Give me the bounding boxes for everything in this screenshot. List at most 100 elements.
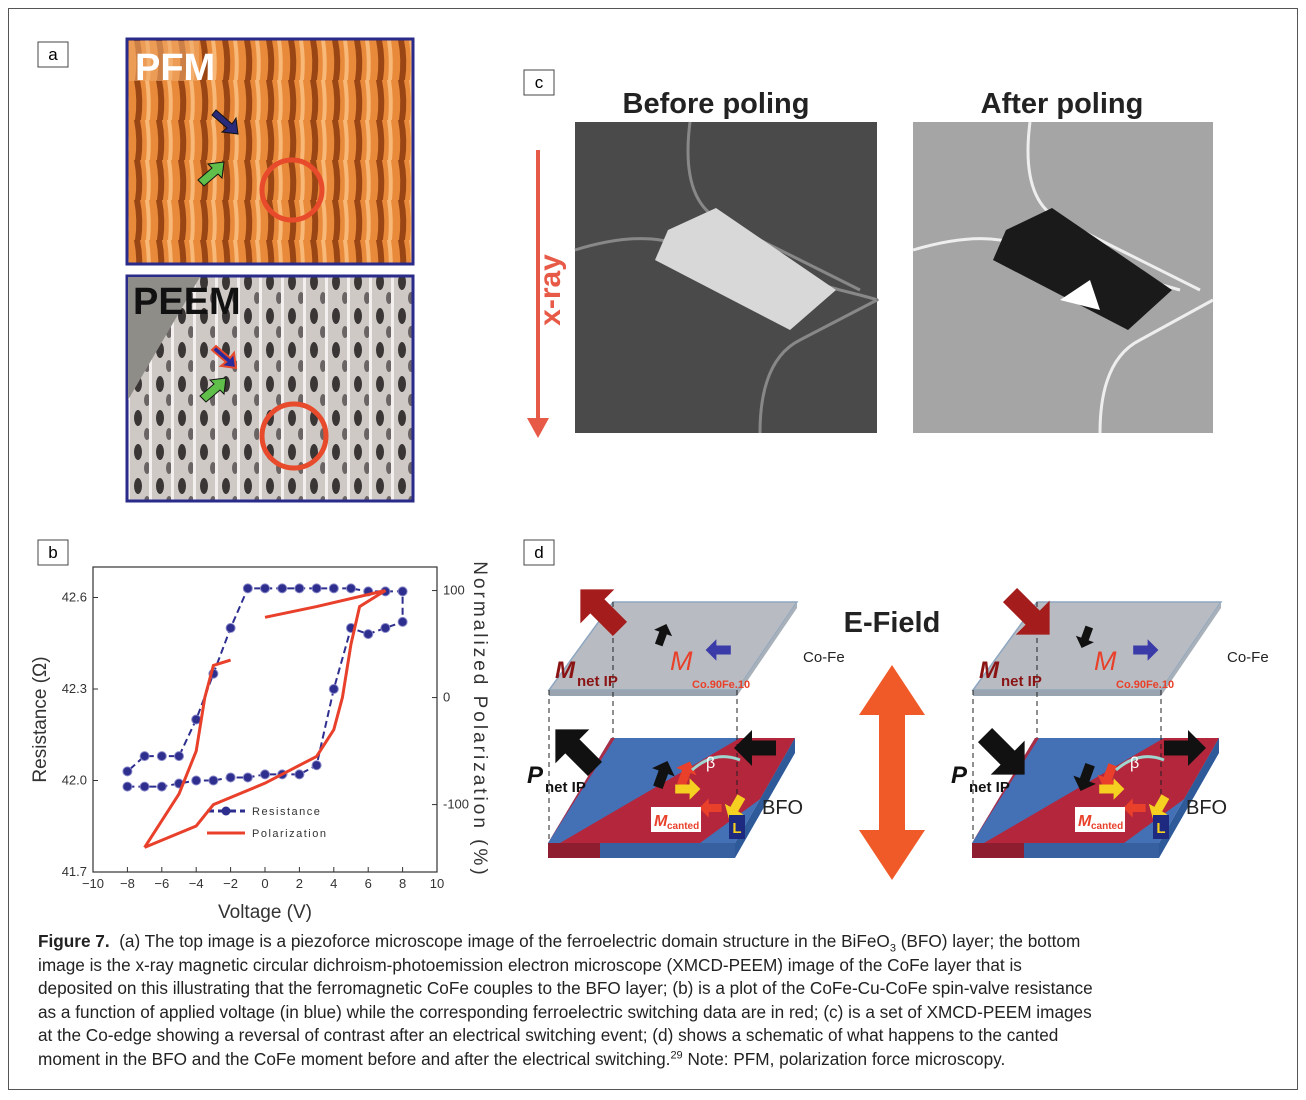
panel-label: c [535,73,544,92]
data-point [140,752,149,761]
x-tick-label: 0 [261,876,268,891]
caption-text: at the Co-edge showing a reversal of con… [38,1025,1058,1045]
moment-label: M [670,646,693,676]
legend-marker [222,807,231,816]
caption: Figure 7. (a) The top image is a piezofo… [38,930,1288,1071]
data-point [278,584,287,593]
data-point [226,624,235,633]
page: a PFM PEEM c Before poling After poling … [0,0,1306,1100]
data-point [157,782,166,791]
moment-subscript: net IP [1001,673,1042,690]
x-tick-label: −4 [189,876,204,891]
y-tick-label: 41.7 [62,864,87,879]
moment-subscript: Co.90Fe.10 [1116,679,1174,691]
data-point [295,770,304,779]
canted-subscript: canted [667,821,699,832]
caption-text: deposited on this illustrating that the … [38,978,1093,998]
data-point [209,776,218,785]
moment-subscript: net IP [577,673,618,690]
e-field-label: E-Field [844,607,941,639]
layer-label: BFO [762,797,803,819]
polarization-subscript: net IP [969,779,1010,796]
caption-text: image is the x-ray magnetic circular dic… [38,955,1022,975]
y2-tick-label: 100 [443,583,465,598]
y-tick-label: 42.6 [62,590,87,605]
y-tick-label: 42.0 [62,773,87,788]
data-point [261,770,270,779]
caption-sup: 29 [670,1049,682,1061]
l-label: L [1156,820,1165,837]
data-point [261,584,270,593]
caption-text: Note: PFM, polarization force microscopy… [683,1049,1006,1069]
polarization-label: P [951,762,968,789]
polarization-subscript: net IP [545,779,586,796]
data-point [175,752,184,761]
image-title: After poling [981,88,1144,120]
data-point [381,624,390,633]
data-point [364,630,373,639]
data-point [243,584,252,593]
data-point [312,584,321,593]
layer-label: BFO [1186,797,1227,819]
series-line [127,588,402,786]
panel-label: d [534,543,543,562]
legend-label: Polarization [252,828,327,840]
data-point [192,776,201,785]
plot-frame [93,567,437,872]
data-point [243,773,252,782]
layer-label: Co-Fe [1227,649,1269,666]
angle-label: β [706,755,715,772]
polarization-label: P [527,762,544,789]
data-point [140,782,149,791]
l-label: L [732,820,741,837]
x-axis-label: Voltage (V) [218,902,312,923]
caption-label: Figure 7. [38,931,110,951]
panel-label: a [48,45,58,64]
x-tick-label: −8 [120,876,135,891]
angle-label: β [1130,755,1139,772]
image-title: PFM [135,47,215,89]
data-point [295,584,304,593]
chart: −10−8−6−4−2024681041.742.042.342.6-10001… [30,561,490,923]
data-point [123,782,132,791]
data-point [398,587,407,596]
data-point [329,685,338,694]
x-tick-label: 8 [399,876,406,891]
data-point [398,617,407,626]
x-tick-label: −2 [223,876,238,891]
xray-label: x-ray [534,254,567,326]
canted-label: M [1078,813,1092,830]
canted-label: M [654,813,668,830]
moment-label: M [979,657,1000,684]
caption-text: (BFO) layer; the bottom [896,931,1080,951]
layer-label: Co-Fe [803,649,845,666]
bfo-front-domain [548,843,600,858]
image-title: PEEM [133,281,241,323]
caption-text: as a function of applied voltage (in blu… [38,1002,1092,1022]
xray-arrowhead [527,418,549,438]
canted-subscript: canted [1091,821,1123,832]
data-point [347,584,356,593]
x-tick-label: 2 [296,876,303,891]
x-tick-label: 10 [430,876,444,891]
bfo-front-domain [972,843,1024,858]
caption-text: moment in the BFO and the CoFe moment be… [38,1049,670,1069]
moment-label: M [1094,646,1117,676]
moment-label: M [555,657,576,684]
caption-text: (a) The top image is a piezoforce micros… [119,931,890,951]
legend-label: Resistance [252,806,321,818]
y2-tick-label: -100 [443,797,469,812]
data-point [123,767,132,776]
e-field-arrow [859,665,925,880]
x-tick-label: 4 [330,876,337,891]
y-tick-label: 42.3 [62,681,87,696]
y-axis-label: Resistance (Ω) [30,656,51,782]
y2-axis-label: Normalized Polarization (%) [469,561,490,877]
moment-subscript: Co.90Fe.10 [692,679,750,691]
schematic: Mnet IPMCo.90Fe.10Co-FePnet IPβMcantedLB… [951,578,1269,858]
data-point [312,761,321,770]
panel-label: b [48,543,57,562]
image-title: Before poling [623,88,810,120]
y2-tick-label: 0 [443,690,450,705]
